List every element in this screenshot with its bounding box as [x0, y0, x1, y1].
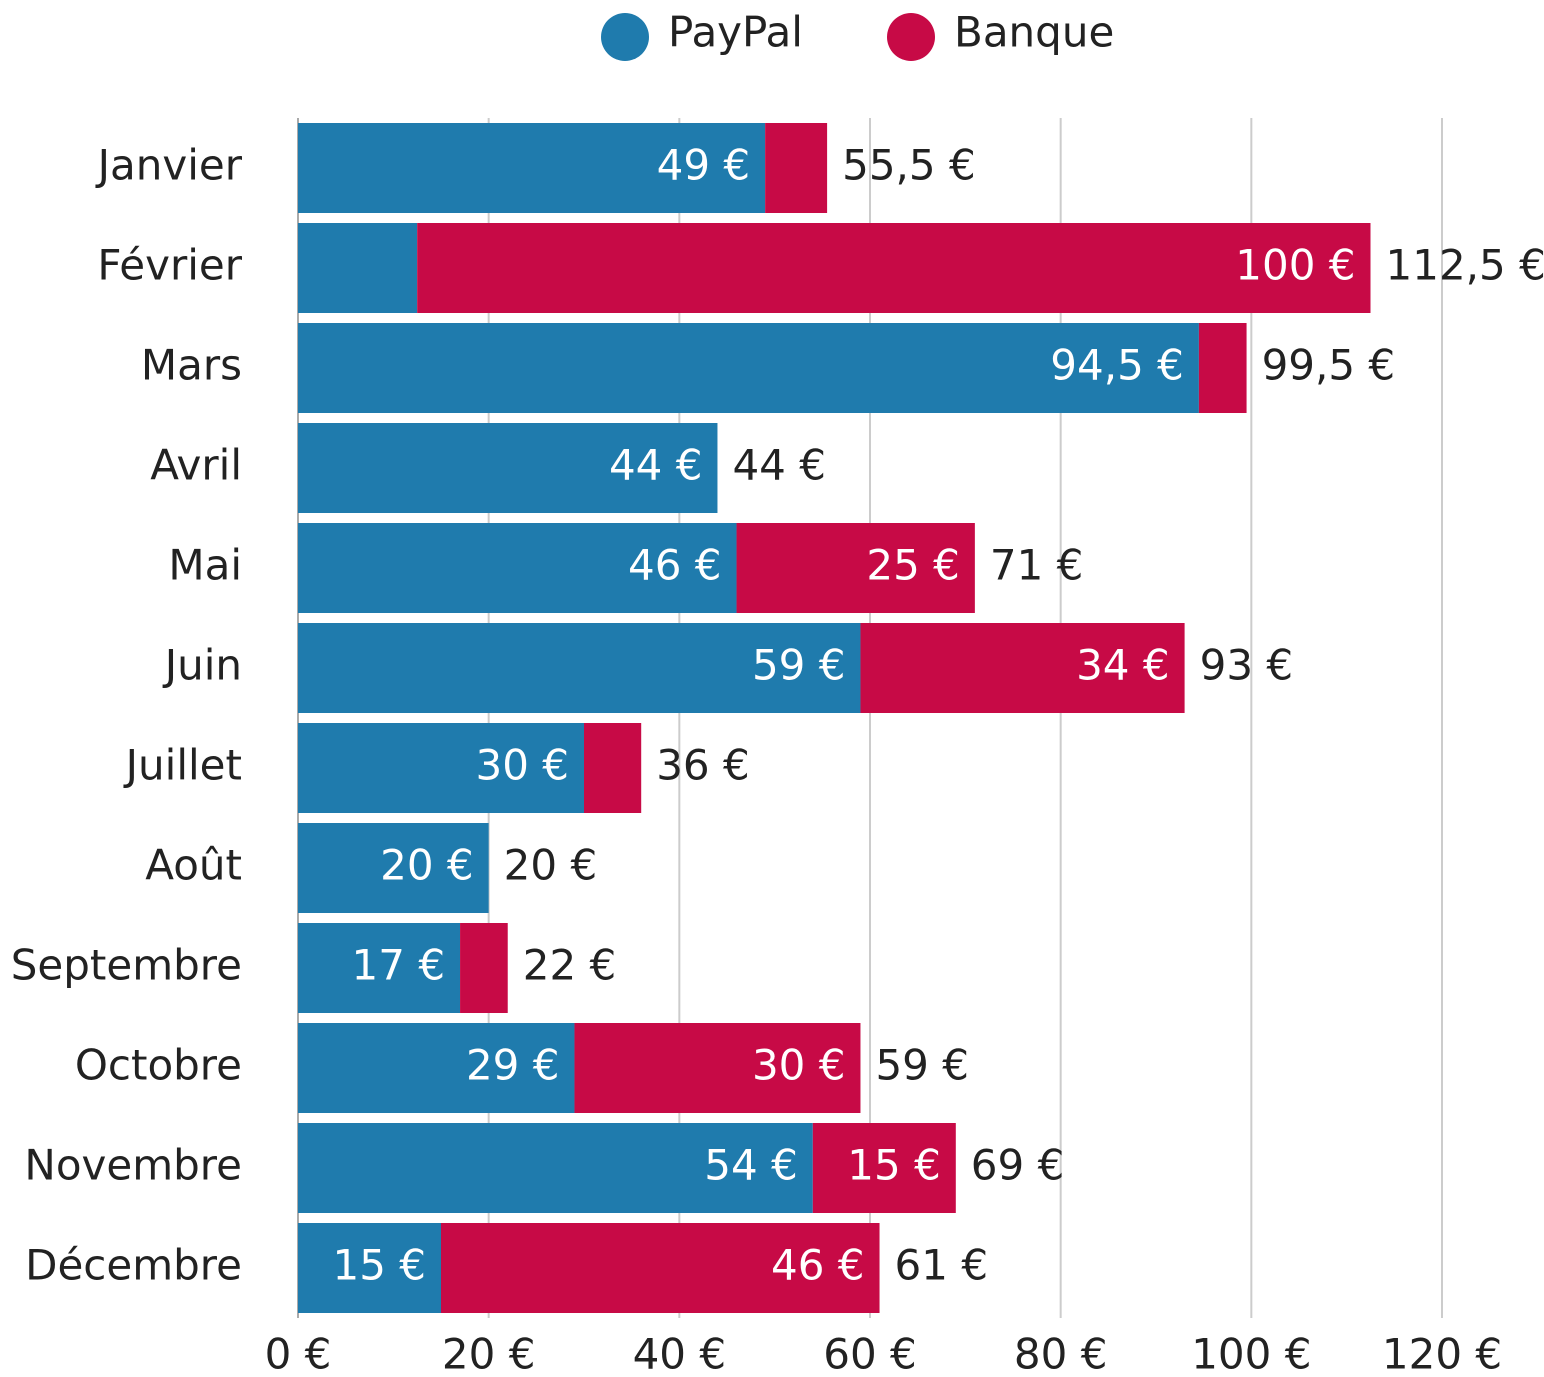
y-tick-label: Février — [97, 241, 242, 290]
bar-segment — [298, 223, 418, 313]
bar-segment — [812, 1123, 956, 1213]
bar-segment — [736, 523, 975, 613]
x-tick-label: 100 € — [1191, 1330, 1311, 1377]
total-label: 69 € — [971, 1141, 1065, 1190]
y-tick-label: Mars — [141, 341, 242, 390]
value-label: 15 € — [332, 1241, 426, 1290]
x-tick-label: 0 € — [265, 1330, 332, 1377]
x-tick-label: 120 € — [1382, 1330, 1502, 1377]
total-label: 71 € — [990, 541, 1084, 590]
total-label: 99,5 € — [1262, 341, 1396, 390]
total-label: 93 € — [1200, 641, 1294, 690]
x-tick-label: 40 € — [633, 1330, 727, 1377]
y-tick-label: Août — [145, 841, 242, 890]
bar-segment — [298, 523, 737, 613]
total-label: 112,5 € — [1386, 241, 1544, 290]
bar-segment — [584, 723, 642, 813]
total-label: 22 € — [523, 941, 617, 990]
value-label: 94,5 € — [1050, 341, 1184, 390]
y-tick-label: Juillet — [123, 741, 242, 790]
y-tick-label: Octobre — [75, 1041, 242, 1090]
y-tick-label: Décembre — [25, 1241, 242, 1290]
bar-segment — [417, 223, 1371, 313]
y-tick-label: Novembre — [24, 1141, 242, 1190]
value-label: 17 € — [352, 941, 446, 990]
value-label: 54 € — [704, 1141, 798, 1190]
legend-label: Banque — [954, 8, 1114, 57]
bar-segment — [298, 1123, 813, 1213]
total-label: 55,5 € — [842, 141, 976, 190]
value-label: 34 € — [1076, 641, 1170, 690]
bar-segment — [298, 923, 461, 1013]
x-tick-label: 20 € — [442, 1330, 536, 1377]
x-tick-label: 60 € — [823, 1330, 917, 1377]
value-label: 20 € — [380, 841, 474, 890]
total-label: 59 € — [875, 1041, 969, 1090]
value-label: 25 € — [866, 541, 960, 590]
y-tick-label: Janvier — [95, 141, 243, 190]
value-label: 29 € — [466, 1041, 560, 1090]
value-label: 44 € — [609, 441, 703, 490]
bar-segment — [765, 123, 828, 213]
total-label: 20 € — [504, 841, 598, 890]
bar-segment — [298, 323, 1199, 413]
y-tick-label: Mai — [168, 541, 242, 590]
value-label: 15 € — [847, 1141, 941, 1190]
bar-segment — [860, 623, 1185, 713]
value-label: 30 € — [752, 1041, 846, 1090]
legend-label: PayPal — [668, 8, 803, 57]
bar-segment — [460, 923, 508, 1013]
bar-segment — [298, 823, 489, 913]
x-tick-label: 80 € — [1014, 1330, 1108, 1377]
total-label: 36 € — [656, 741, 750, 790]
bar-segment — [298, 723, 584, 813]
value-label: 30 € — [475, 741, 569, 790]
y-tick-label: Septembre — [11, 941, 242, 990]
y-tick-label: Avril — [150, 441, 242, 490]
bar-segment — [298, 1023, 575, 1113]
bar-segment — [298, 1223, 441, 1313]
value-label: 100 € — [1235, 241, 1355, 290]
legend-swatch — [601, 13, 649, 61]
bar-segment — [298, 123, 766, 213]
value-label: 46 € — [628, 541, 722, 590]
bar-segment — [574, 1023, 861, 1113]
value-label: 59 € — [752, 641, 846, 690]
bar-segment — [298, 623, 861, 713]
bar-segment — [441, 1223, 880, 1313]
value-label: 46 € — [771, 1241, 865, 1290]
total-label: 44 € — [732, 441, 826, 490]
y-tick-label: Juin — [162, 641, 242, 690]
legend-swatch — [887, 13, 935, 61]
total-label: 61 € — [895, 1241, 989, 1290]
bar-segment — [298, 423, 718, 513]
bar-segment — [1198, 323, 1247, 413]
value-label: 49 € — [657, 141, 751, 190]
